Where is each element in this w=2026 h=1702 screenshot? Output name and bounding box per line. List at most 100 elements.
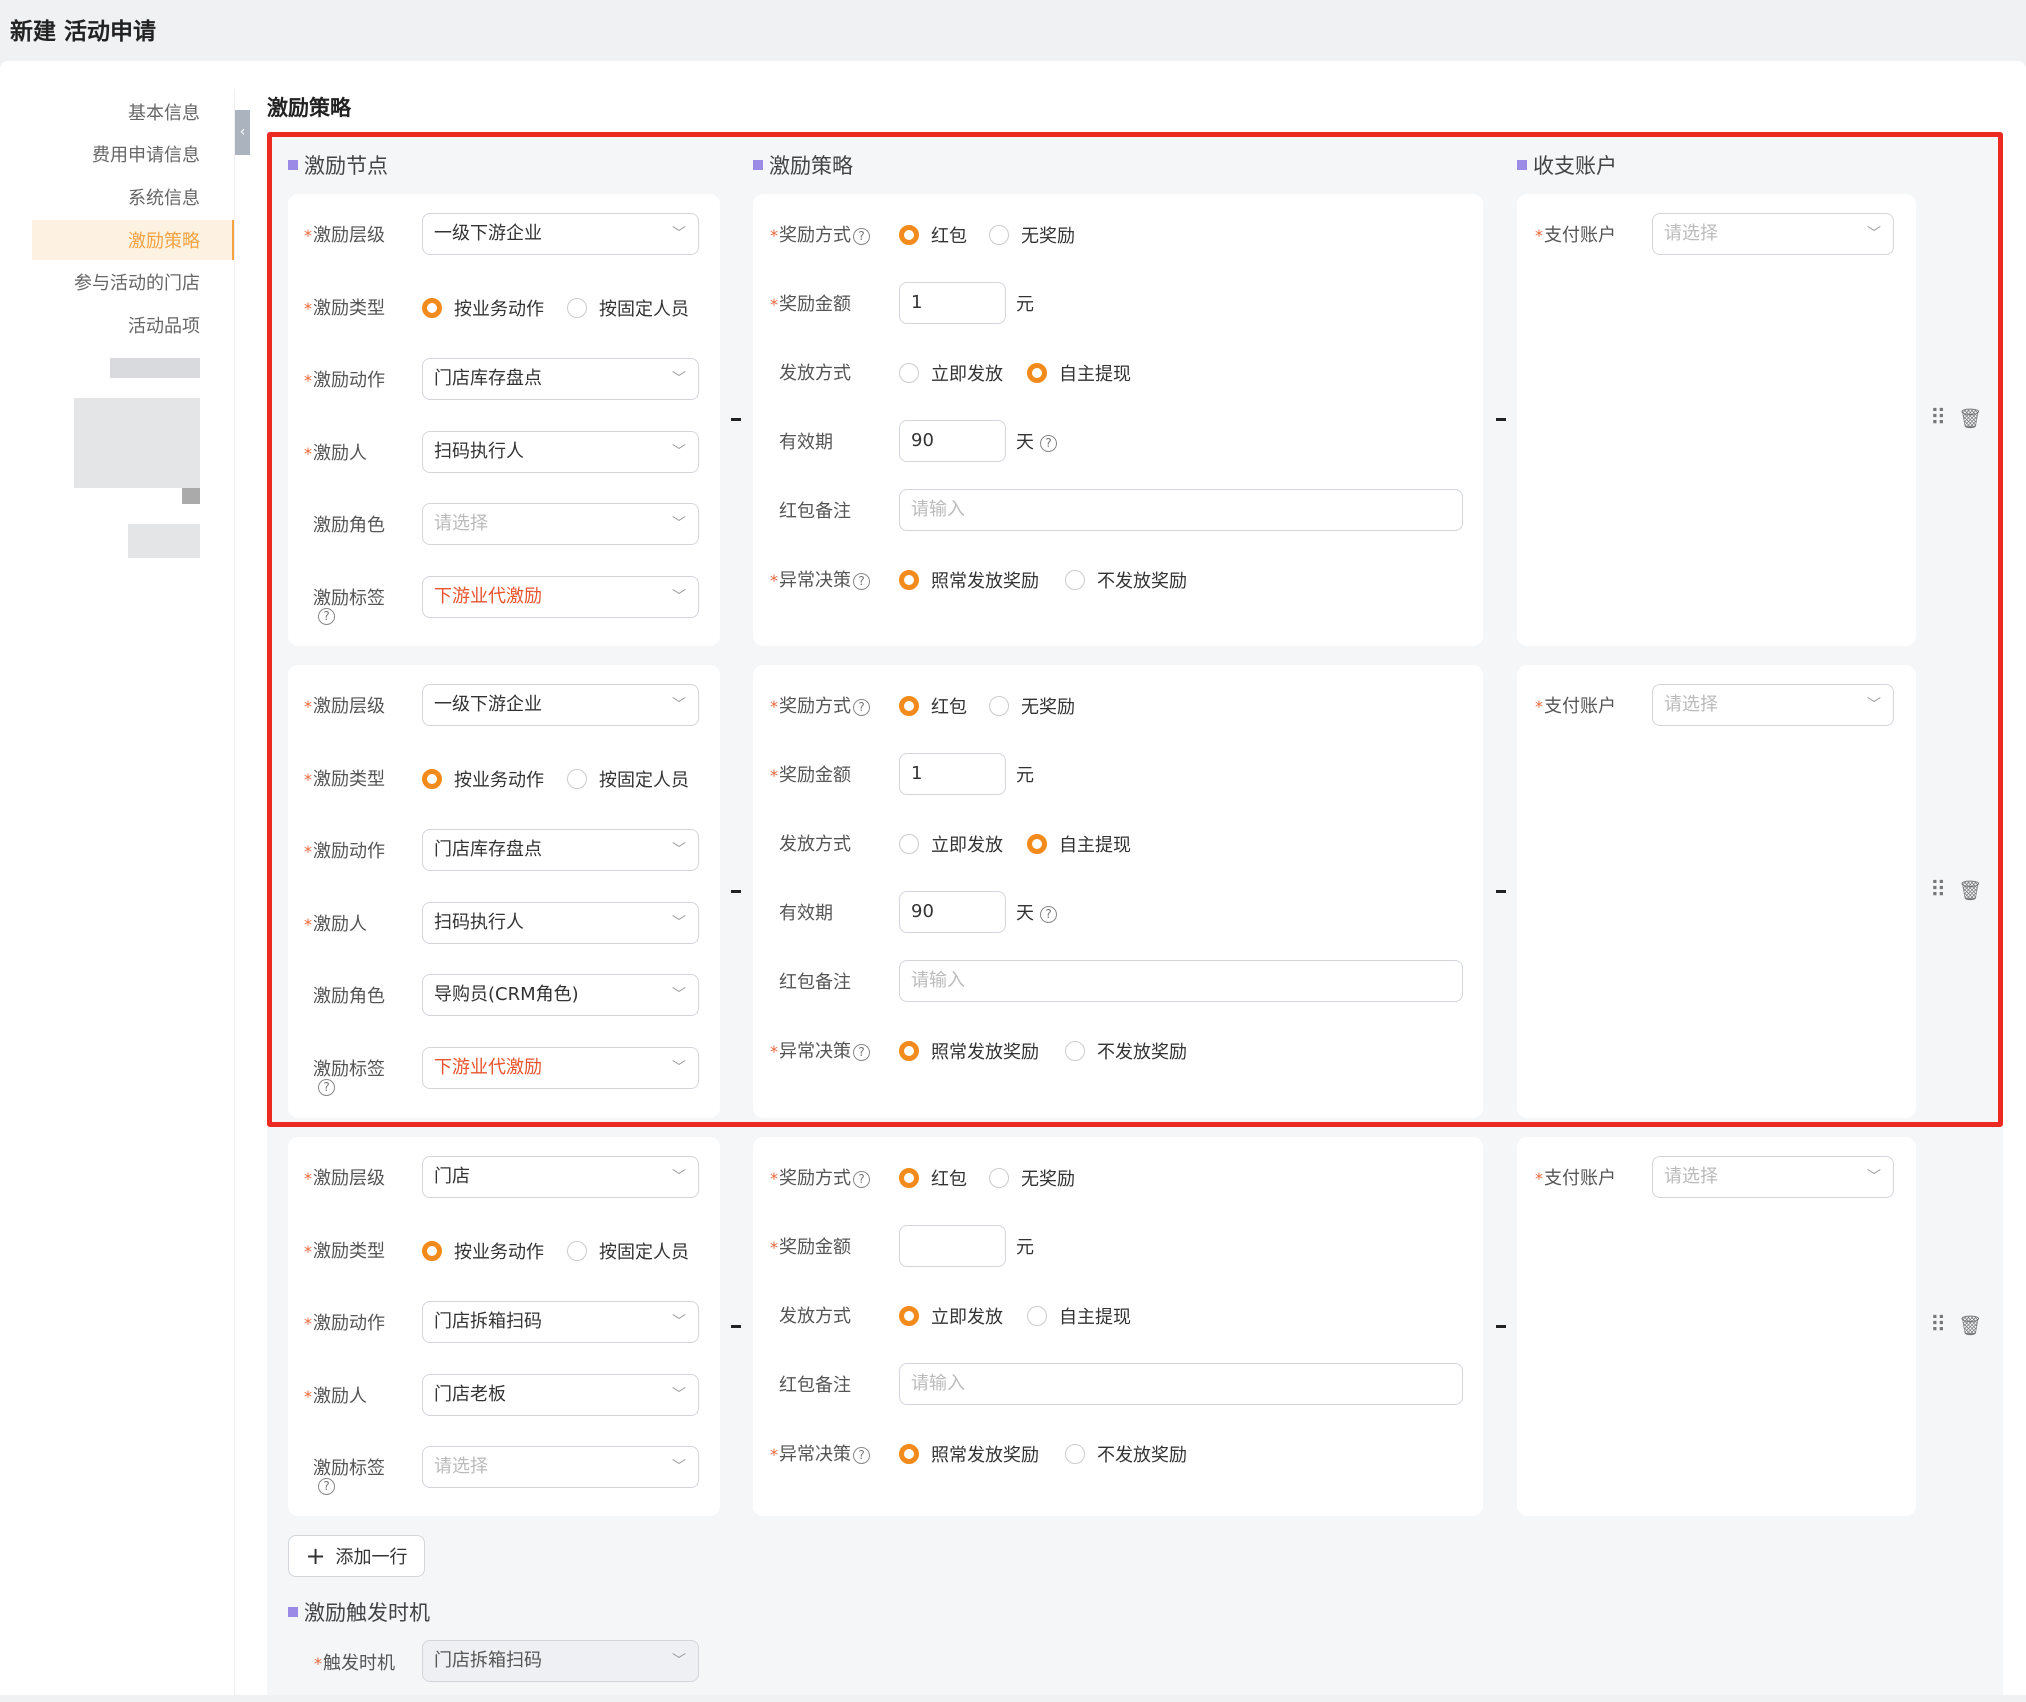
node-select[interactable]: 扫码执行人 ﹀ bbox=[422, 901, 699, 944]
sidebar-item[interactable]: 系统信息 bbox=[128, 188, 200, 209]
radio-option[interactable]: 不发放奖励 bbox=[1065, 567, 1187, 593]
sidebar-item[interactable]: 基本信息 bbox=[128, 103, 200, 124]
account-select[interactable]: 请选择 ﹀ bbox=[1652, 1156, 1894, 1198]
radio-circle[interactable] bbox=[989, 225, 1009, 245]
node-select[interactable]: 下游业代激励 ﹀ bbox=[422, 1046, 699, 1089]
radio-option[interactable]: 立即发放 bbox=[899, 831, 1003, 857]
radio-circle[interactable] bbox=[899, 570, 919, 590]
radio-circle[interactable] bbox=[899, 225, 919, 245]
help-icon[interactable]: ? bbox=[853, 227, 870, 245]
radio-circle[interactable] bbox=[1065, 1444, 1085, 1464]
delete-row-icon[interactable]: 🗑 bbox=[1958, 408, 1983, 430]
account-select[interactable]: 请选择 ﹀ bbox=[1652, 213, 1894, 255]
help-icon[interactable]: ? bbox=[853, 1043, 870, 1061]
radio-option[interactable]: 按业务动作 bbox=[422, 295, 544, 321]
help-icon[interactable]: ? bbox=[853, 1446, 870, 1464]
drag-handle-icon[interactable]: ⠿ bbox=[1930, 1312, 1947, 1338]
required-marker: * bbox=[770, 697, 778, 716]
node-select[interactable]: 一级下游企业 ﹀ bbox=[422, 684, 699, 726]
strategy-input[interactable]: 90 bbox=[899, 420, 1006, 462]
radio-option[interactable]: 立即发放 bbox=[899, 1303, 1003, 1329]
drag-handle-icon[interactable]: ⠿ bbox=[1930, 877, 1947, 903]
account-select[interactable]: 请选择 ﹀ bbox=[1652, 684, 1894, 726]
remark-input[interactable]: 请输入 bbox=[899, 489, 1463, 531]
radio-option[interactable]: 按固定人员 bbox=[567, 1238, 689, 1264]
radio-option[interactable]: 不发放奖励 bbox=[1065, 1038, 1187, 1064]
radio-option[interactable]: 按业务动作 bbox=[422, 1238, 544, 1264]
radio-circle[interactable] bbox=[1027, 1306, 1047, 1326]
help-icon[interactable]: ? bbox=[1040, 434, 1057, 452]
drag-handle-icon[interactable]: ⠿ bbox=[1930, 406, 1947, 431]
strategy-input[interactable]: 90 bbox=[899, 891, 1006, 933]
delete-row-icon[interactable]: 🗑 bbox=[1958, 1314, 1983, 1337]
radio-circle[interactable] bbox=[899, 1041, 919, 1061]
radio-option[interactable]: 不发放奖励 bbox=[1065, 1441, 1187, 1467]
sidebar-item[interactable]: 活动品项 bbox=[128, 316, 200, 337]
radio-option[interactable]: 无奖励 bbox=[989, 693, 1075, 719]
radio-circle[interactable] bbox=[989, 1168, 1009, 1188]
remark-input[interactable]: 请输入 bbox=[899, 1363, 1463, 1405]
radio-option[interactable]: 照常发放奖励 bbox=[899, 1441, 1039, 1467]
radio-option[interactable]: 照常发放奖励 bbox=[899, 1038, 1039, 1064]
radio-circle[interactable] bbox=[899, 1306, 919, 1326]
add-row-button[interactable]: + 添加一行 bbox=[288, 1535, 425, 1577]
radio-circle[interactable] bbox=[422, 297, 442, 318]
collapse-sidebar-button[interactable]: ‹ bbox=[235, 110, 250, 155]
radio-option[interactable]: 无奖励 bbox=[989, 1165, 1075, 1191]
remark-input[interactable]: 请输入 bbox=[899, 960, 1463, 1002]
radio-option[interactable]: 按固定人员 bbox=[567, 295, 689, 321]
help-icon[interactable]: ? bbox=[318, 1478, 335, 1495]
strategy-input[interactable]: 1 bbox=[899, 282, 1006, 324]
node-select[interactable]: 门店老板 ﹀ bbox=[422, 1373, 699, 1416]
help-icon[interactable]: ? bbox=[318, 607, 335, 625]
radio-option[interactable]: 立即发放 bbox=[899, 360, 1003, 386]
radio-option[interactable]: 按固定人员 bbox=[567, 766, 689, 792]
radio-circle[interactable] bbox=[567, 768, 587, 789]
help-icon[interactable]: ? bbox=[853, 698, 870, 716]
radio-circle[interactable] bbox=[567, 1240, 587, 1261]
node-select[interactable]: 扫码执行人 ﹀ bbox=[422, 430, 699, 473]
node-select[interactable]: 门店 ﹀ bbox=[422, 1156, 699, 1198]
node-select[interactable]: 一级下游企业 ﹀ bbox=[422, 213, 699, 255]
sidebar-item[interactable]: 参与活动的门店 bbox=[74, 273, 200, 294]
sidebar-item[interactable]: 激励策略 bbox=[128, 231, 200, 252]
radio-option[interactable]: 红包 bbox=[899, 1165, 967, 1191]
radio-option[interactable]: 自主提现 bbox=[1027, 831, 1131, 857]
radio-circle[interactable] bbox=[1027, 363, 1047, 383]
help-icon[interactable]: ? bbox=[1040, 905, 1057, 923]
radio-option[interactable]: 红包 bbox=[899, 693, 967, 719]
radio-circle[interactable] bbox=[899, 1444, 919, 1464]
radio-circle[interactable] bbox=[1065, 1041, 1085, 1061]
trigger-select[interactable]: 门店拆箱扫码 ﹀ bbox=[422, 1640, 699, 1682]
radio-circle[interactable] bbox=[422, 1240, 442, 1261]
radio-circle[interactable] bbox=[567, 297, 587, 318]
node-select[interactable]: 下游业代激励 ﹀ bbox=[422, 575, 699, 618]
node-select[interactable]: 导购员(CRM角色) ﹀ bbox=[422, 974, 699, 1016]
delete-row-icon[interactable]: 🗑 bbox=[1958, 879, 1983, 902]
strategy-input[interactable] bbox=[899, 1225, 1006, 1267]
node-select[interactable]: 门店库存盘点 ﹀ bbox=[422, 829, 699, 871]
help-icon[interactable]: ? bbox=[853, 1170, 870, 1188]
radio-circle[interactable] bbox=[422, 768, 442, 789]
radio-circle[interactable] bbox=[899, 363, 919, 383]
radio-option[interactable]: 按业务动作 bbox=[422, 766, 544, 792]
node-select[interactable]: 门店拆箱扫码 ﹀ bbox=[422, 1301, 699, 1343]
strategy-input[interactable]: 1 bbox=[899, 753, 1006, 795]
radio-circle[interactable] bbox=[899, 834, 919, 854]
radio-option[interactable]: 自主提现 bbox=[1027, 360, 1131, 386]
node-select[interactable]: 请选择 ﹀ bbox=[422, 503, 699, 545]
radio-circle[interactable] bbox=[899, 1168, 919, 1188]
radio-circle[interactable] bbox=[989, 696, 1009, 716]
radio-option[interactable]: 无奖励 bbox=[989, 222, 1075, 248]
radio-circle[interactable] bbox=[1065, 570, 1085, 590]
sidebar-item[interactable]: 费用申请信息 bbox=[92, 145, 200, 166]
help-icon[interactable]: ? bbox=[853, 572, 870, 590]
radio-option[interactable]: 红包 bbox=[899, 222, 967, 248]
node-select[interactable]: 请选择 ﹀ bbox=[422, 1446, 699, 1488]
node-select[interactable]: 门店库存盘点 ﹀ bbox=[422, 358, 699, 400]
radio-circle[interactable] bbox=[1027, 834, 1047, 854]
radio-circle[interactable] bbox=[899, 696, 919, 716]
help-icon[interactable]: ? bbox=[318, 1078, 335, 1096]
radio-option[interactable]: 自主提现 bbox=[1027, 1303, 1131, 1329]
radio-option[interactable]: 照常发放奖励 bbox=[899, 567, 1039, 593]
